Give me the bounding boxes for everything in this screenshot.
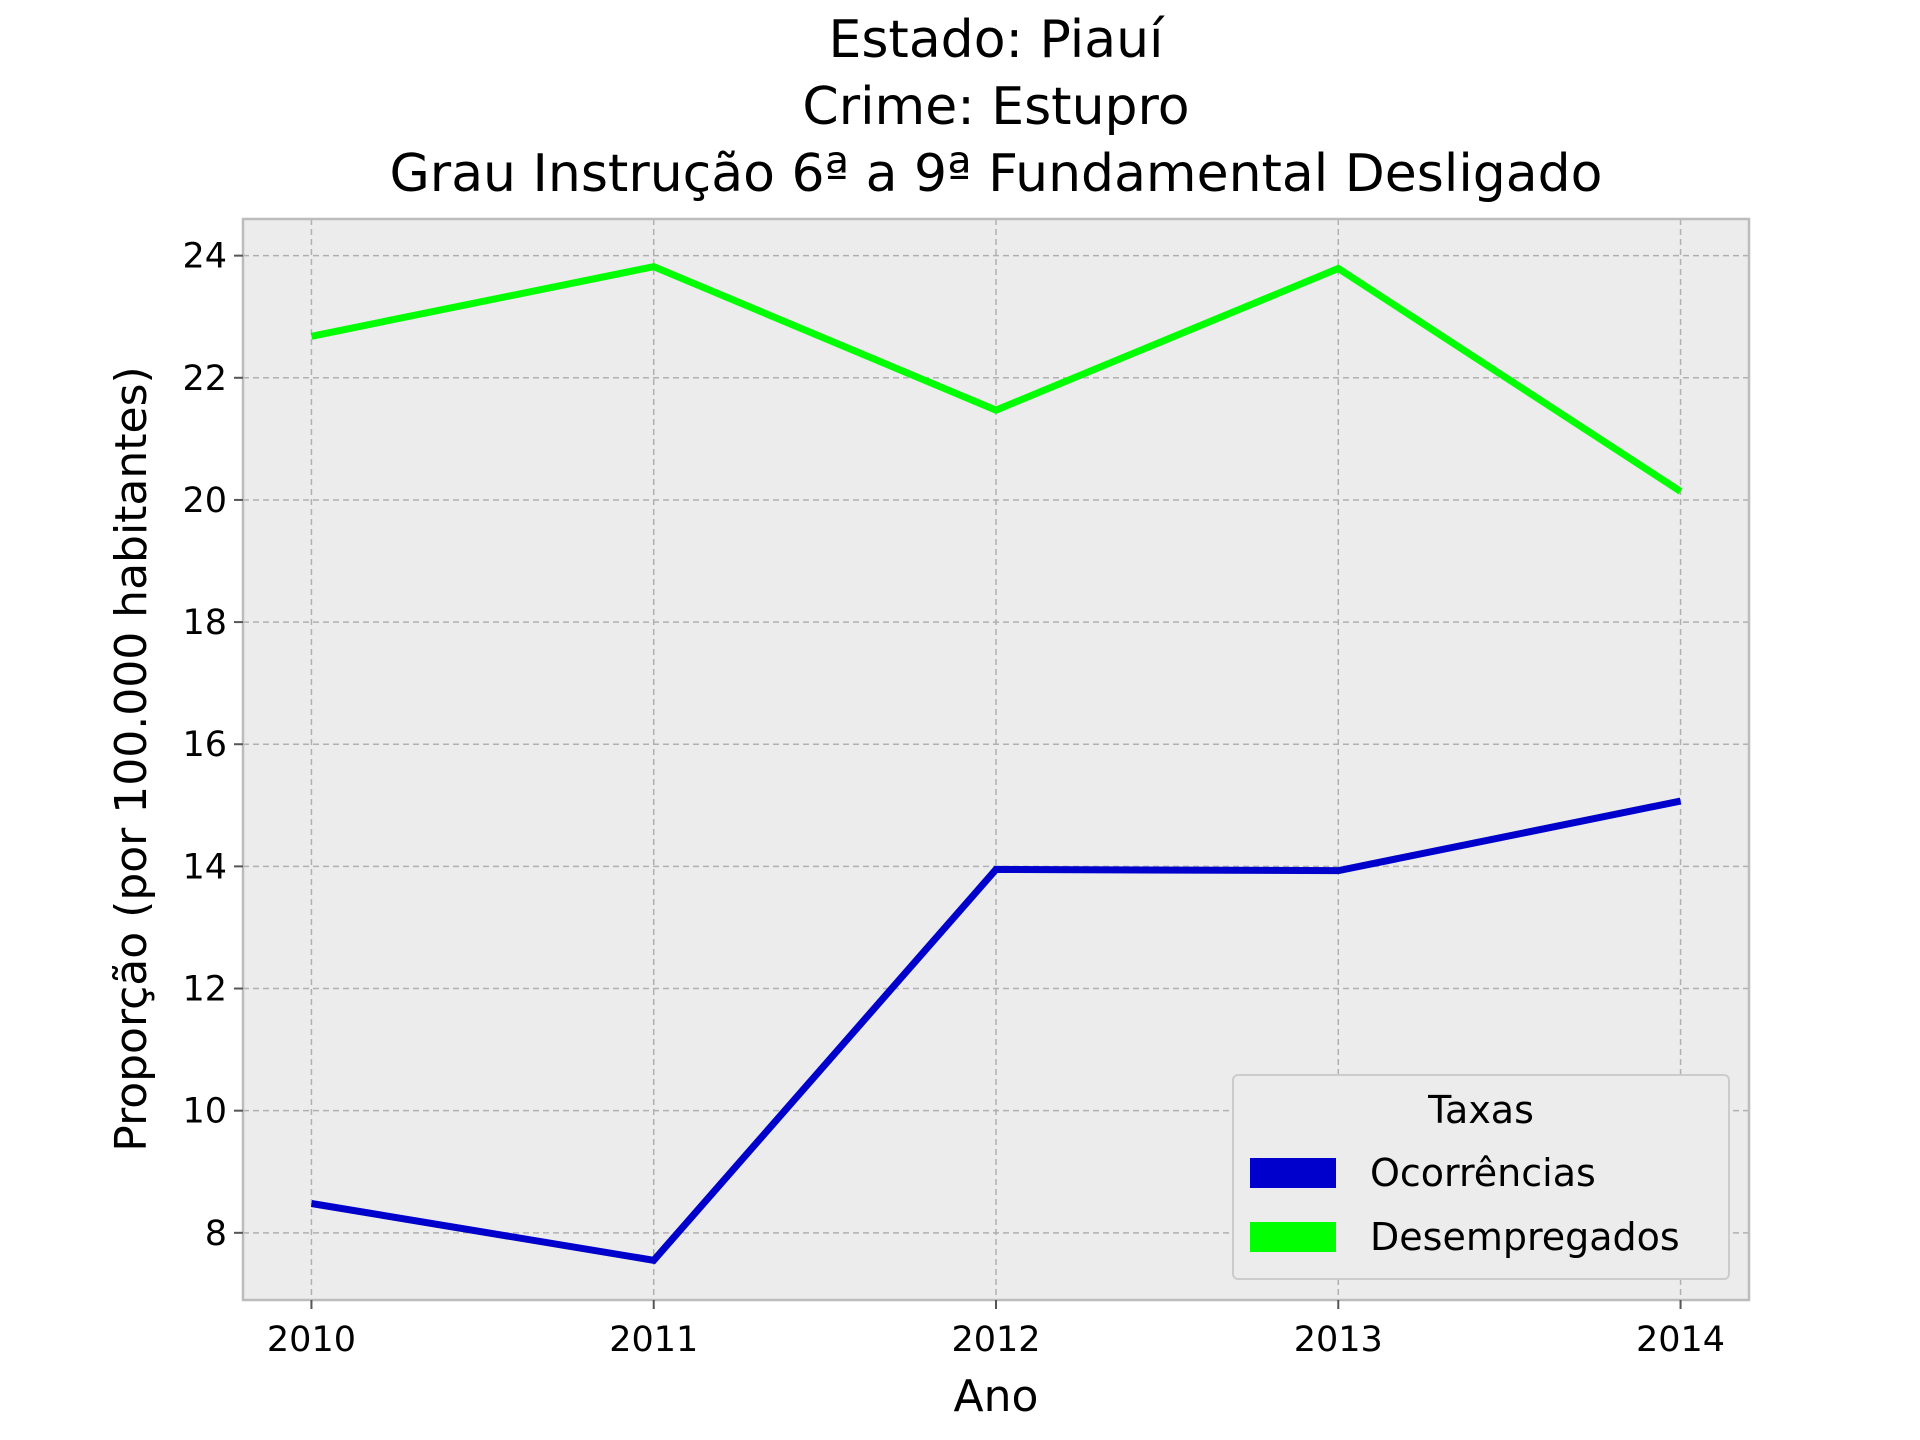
legend-swatch-desempregados <box>1250 1222 1336 1252</box>
legend-title: Taxas <box>1427 1088 1534 1132</box>
x-tick-label: 2010 <box>267 1320 356 1360</box>
x-tick-label: 2014 <box>1636 1320 1725 1360</box>
chart-title: Estado: Piauí Crime: Estupro Grau Instru… <box>390 10 1603 204</box>
title-line-2: Crime: Estupro <box>802 77 1189 137</box>
title-line-3: Grau Instrução 6ª a 9ª Fundamental Desli… <box>390 144 1603 204</box>
legend: Taxas Ocorrências Desempregados <box>1232 1074 1730 1280</box>
y-tick-label: 8 <box>205 1214 227 1254</box>
y-tick-label: 18 <box>182 603 227 643</box>
title-line-1: Estado: Piauí <box>828 10 1165 70</box>
x-tick-label: 2011 <box>609 1320 698 1360</box>
y-tick-label: 20 <box>182 481 227 521</box>
y-tick-label: 14 <box>182 847 227 887</box>
y-axis-label: Proporção (por 100.000 habitantes) <box>106 366 157 1151</box>
x-tick-label: 2013 <box>1294 1320 1383 1360</box>
series-line-desempregados <box>310 262 1683 495</box>
y-tick-label: 24 <box>182 237 227 277</box>
x-tick-label: 2012 <box>951 1320 1040 1360</box>
grid <box>243 219 1749 1300</box>
series-line-ocorrencias <box>310 797 1682 1265</box>
series-layer <box>310 262 1683 1265</box>
y-tick-label: 16 <box>182 725 227 765</box>
y-tick-label: 10 <box>182 1092 227 1132</box>
x-axis-label: Ano <box>954 1371 1039 1422</box>
legend-label-desempregados: Desempregados <box>1370 1215 1680 1259</box>
legend-label-ocorrencias: Ocorrências <box>1370 1151 1596 1195</box>
y-tick-label: 22 <box>182 359 227 399</box>
legend-swatch-ocorrencias <box>1250 1158 1336 1188</box>
legend-box <box>1232 1074 1730 1280</box>
tick-layer: 2010 2011 2012 2013 2014 8 10 12 14 16 18 20 22 24 <box>182 237 1725 1360</box>
y-tick-label: 12 <box>182 970 227 1010</box>
